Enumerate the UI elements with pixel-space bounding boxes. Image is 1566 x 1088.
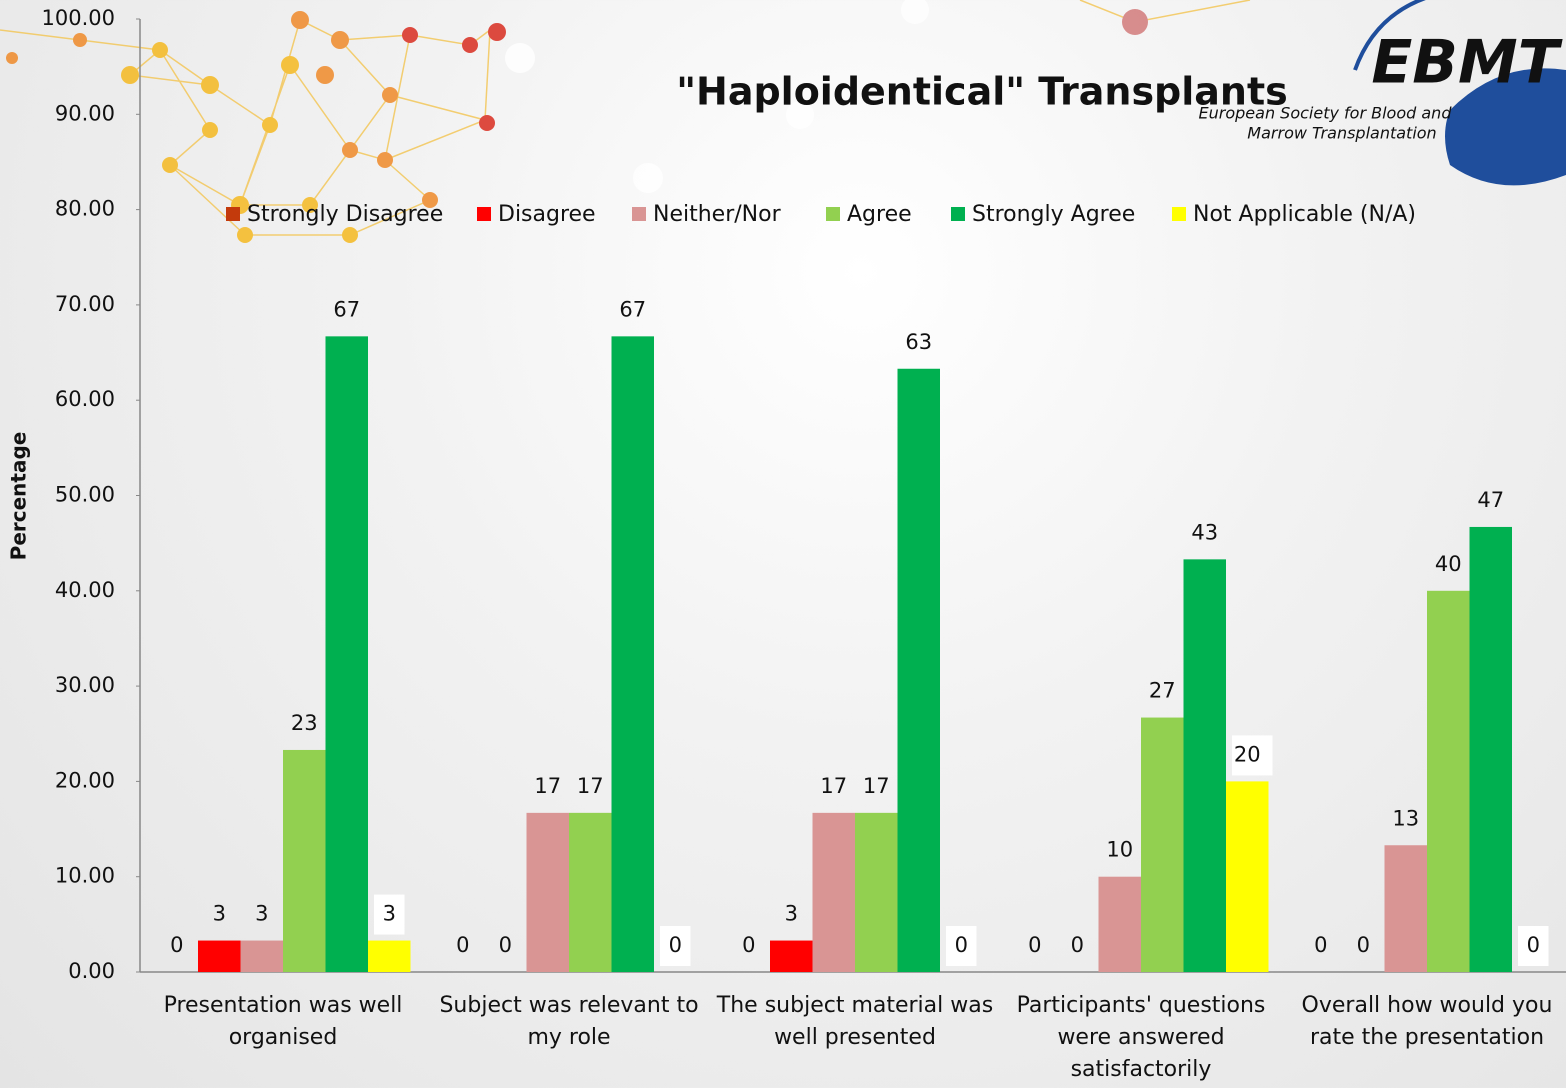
value-label: 3 — [255, 902, 268, 926]
y-tick-label: 20.00 — [55, 768, 115, 792]
value-label: 0 — [170, 933, 183, 957]
logo-tagline: Marrow Transplantation — [1247, 124, 1436, 143]
bar — [1226, 781, 1269, 972]
value-label: 3 — [785, 902, 798, 926]
y-tick-label: 80.00 — [55, 197, 115, 221]
value-label: 17 — [863, 774, 890, 798]
value-label: 3 — [213, 902, 226, 926]
legend-label: Strongly Agree — [972, 202, 1135, 227]
legend-swatch — [632, 207, 646, 221]
value-label: 13 — [1392, 806, 1419, 830]
legend-swatch — [951, 207, 965, 221]
value-label: 17 — [534, 774, 561, 798]
y-axis-label: Percentage — [7, 432, 31, 561]
bar — [813, 813, 856, 972]
legend-swatch — [826, 207, 840, 221]
value-label: 0 — [1527, 933, 1540, 957]
value-label: 23 — [291, 711, 318, 735]
value-label: 47 — [1477, 488, 1504, 512]
legend-label: Strongly Disagree — [247, 202, 443, 227]
bar — [283, 750, 326, 972]
y-tick-label: 40.00 — [55, 578, 115, 602]
bar — [527, 813, 570, 972]
bar — [1470, 527, 1513, 972]
value-label: 67 — [619, 297, 646, 321]
value-label: 40 — [1435, 552, 1462, 576]
y-tick-label: 70.00 — [55, 292, 115, 316]
value-label: 20 — [1234, 742, 1261, 766]
value-label: 17 — [577, 774, 604, 798]
legend-label: Not Applicable (N/A) — [1193, 202, 1416, 227]
y-tick-label: 50.00 — [55, 483, 115, 507]
page: EBMT European Society for Blood and Marr… — [0, 0, 1566, 1088]
chart: EBMT European Society for Blood and Marr… — [0, 0, 1566, 1088]
logo-text: EBMT — [1371, 28, 1562, 98]
value-label: 0 — [499, 933, 512, 957]
x-tick-label: Overall how would you rate the presentat… — [1287, 990, 1566, 1054]
legend-swatch — [1172, 207, 1186, 221]
bar — [898, 369, 941, 972]
bar — [1141, 718, 1184, 972]
y-tick-label: 90.00 — [55, 101, 115, 125]
chart-title: "Haploidentical" Transplants — [676, 70, 1288, 114]
y-tick-label: 30.00 — [55, 673, 115, 697]
value-label: 0 — [1357, 933, 1370, 957]
x-tick-label: Participants' questions were answered sa… — [1001, 990, 1281, 1086]
value-label: 3 — [383, 902, 396, 926]
x-tick-label: Subject was relevant to my role — [429, 990, 709, 1054]
value-label: 0 — [1028, 933, 1041, 957]
legend-label: Disagree — [498, 202, 596, 227]
legend-label: Neither/Nor — [653, 202, 782, 227]
y-tick-label: 0.00 — [68, 959, 115, 983]
value-label: 27 — [1149, 679, 1176, 703]
value-label: 67 — [333, 297, 360, 321]
value-label: 43 — [1191, 520, 1218, 544]
y-tick-label: 60.00 — [55, 387, 115, 411]
value-label: 0 — [742, 933, 755, 957]
value-label: 0 — [955, 933, 968, 957]
bar — [1385, 845, 1428, 972]
bar — [368, 941, 411, 972]
y-tick-label: 100.00 — [42, 6, 115, 30]
bar — [326, 336, 369, 972]
value-label: 0 — [1314, 933, 1327, 957]
legend-swatch — [226, 207, 240, 221]
value-label: 0 — [669, 933, 682, 957]
bar — [241, 941, 284, 972]
x-tick-label: Presentation was well organised — [143, 990, 423, 1054]
legend-swatch — [477, 207, 491, 221]
bar — [198, 941, 241, 972]
x-tick-label: The subject material was well presented — [715, 990, 995, 1054]
bar — [1099, 877, 1142, 972]
value-label: 10 — [1106, 838, 1133, 862]
value-label: 17 — [820, 774, 847, 798]
value-label: 63 — [905, 330, 932, 354]
bar — [1184, 559, 1227, 972]
y-tick-label: 10.00 — [55, 864, 115, 888]
value-label: 0 — [456, 933, 469, 957]
legend-label: Agree — [847, 202, 912, 227]
bar — [770, 941, 813, 972]
value-label: 0 — [1071, 933, 1084, 957]
bar — [1427, 591, 1470, 972]
bar — [569, 813, 612, 972]
bar — [855, 813, 898, 972]
bar — [612, 336, 655, 972]
